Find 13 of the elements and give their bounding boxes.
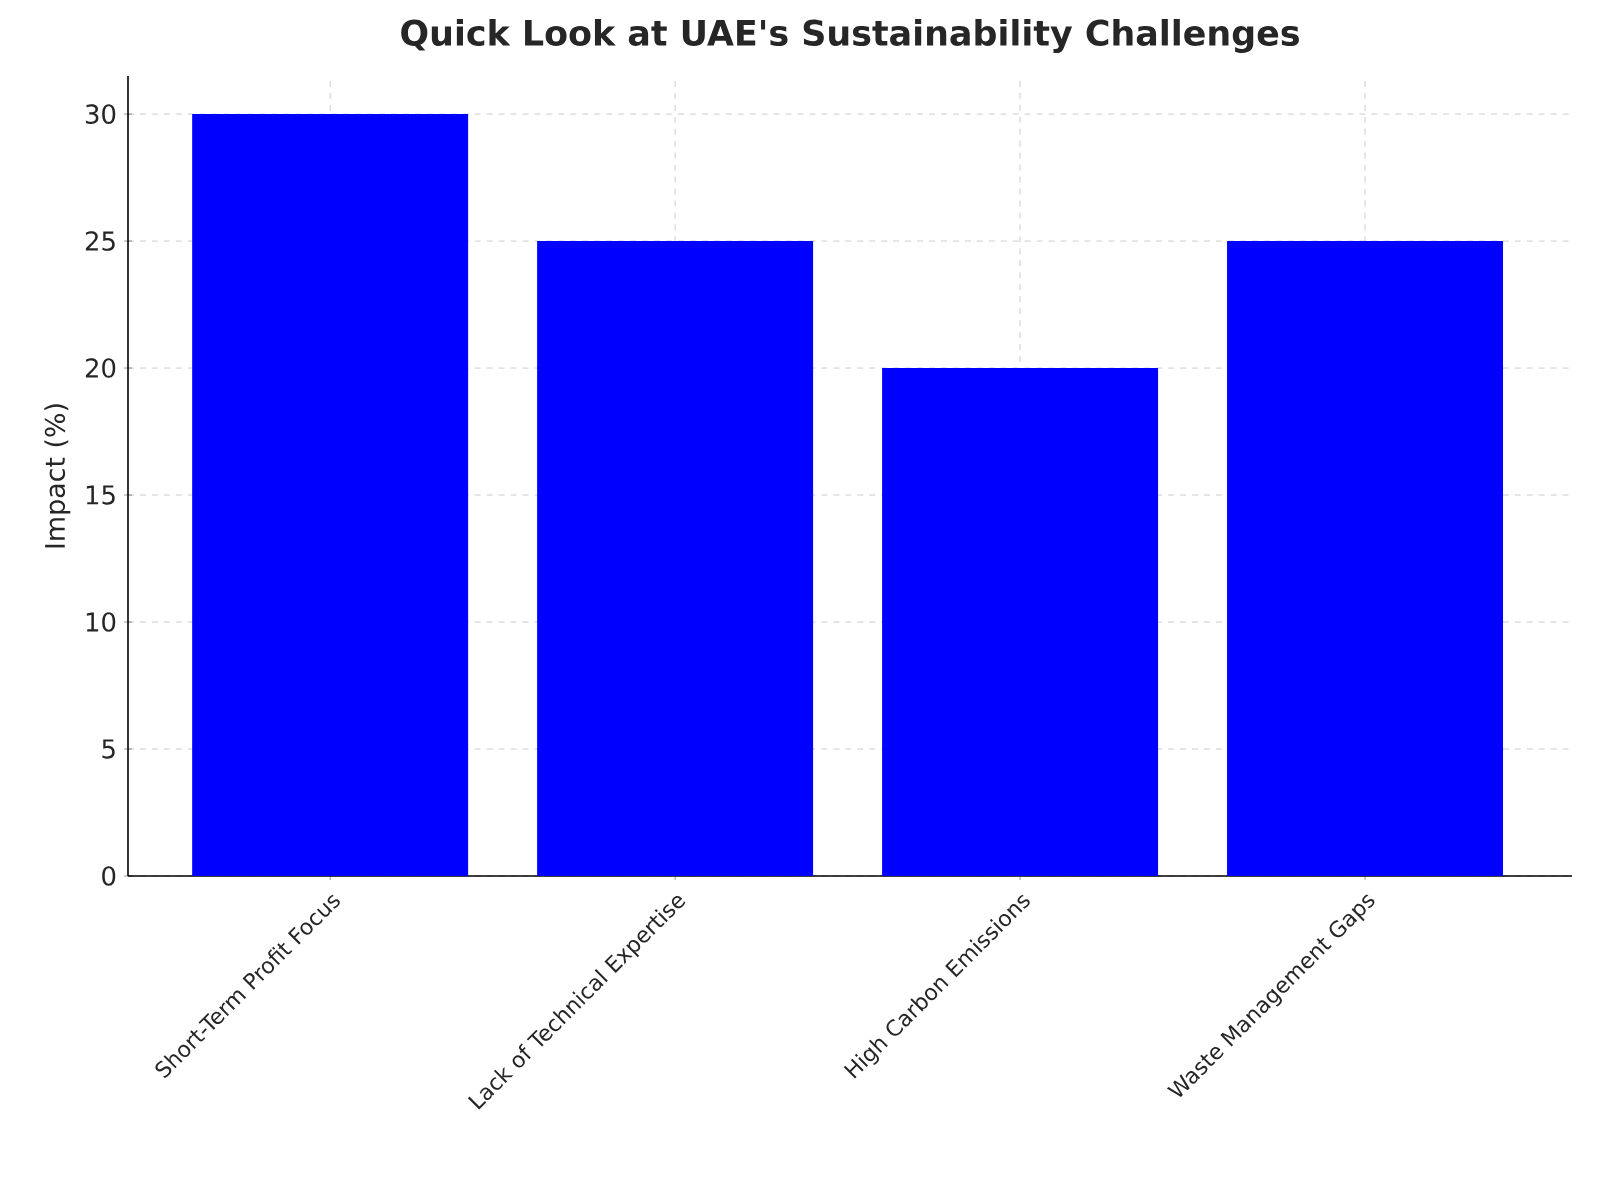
bar <box>192 114 469 876</box>
y-tick-label: 0 <box>102 866 116 886</box>
bar <box>1227 241 1504 876</box>
bar <box>882 368 1159 876</box>
y-tick-label: 10 <box>86 612 116 632</box>
bar <box>537 241 814 876</box>
y-tick-label: 5 <box>102 739 115 759</box>
y-tick-label: 15 <box>86 485 115 505</box>
chart-title: Quick Look at UAE's Sustainability Challenges <box>401 18 1299 53</box>
y-tick-label: 20 <box>85 358 116 378</box>
y-tick-label: 30 <box>85 104 116 124</box>
y-axis-title: Impact (%) <box>44 404 71 548</box>
y-tick-label: 25 <box>85 231 115 251</box>
